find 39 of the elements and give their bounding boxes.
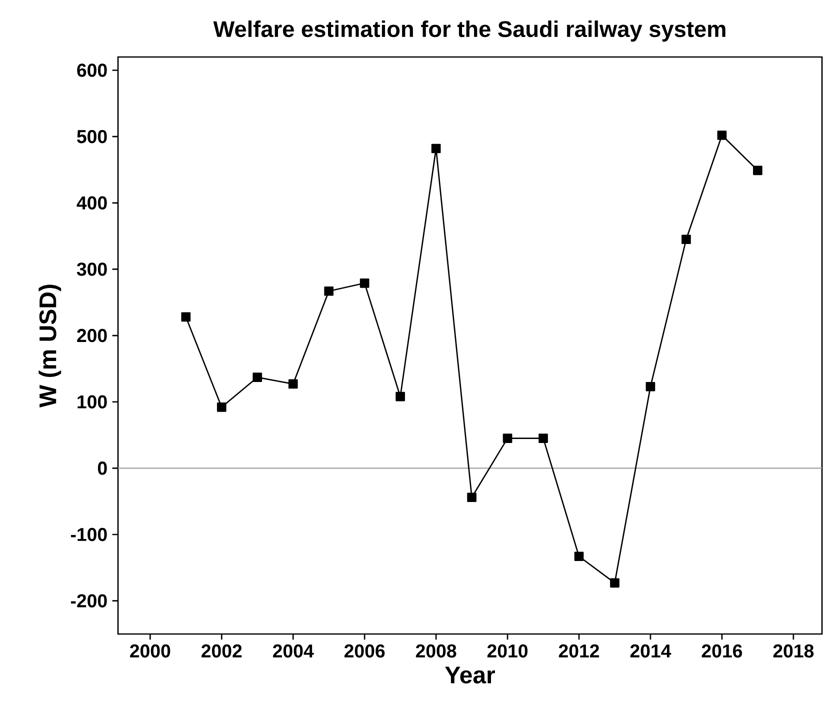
point [431,144,441,154]
y-tick-label: 300 [76,262,107,276]
y-tick-label: 100 [78,395,107,408]
point [682,234,691,244]
point [288,379,298,389]
x-tick-label: 2002 [202,644,242,658]
point [216,402,226,412]
y-tick-label: 400 [76,196,107,210]
y-tick-label: -200 [70,594,107,608]
point [610,578,620,588]
point [717,130,727,140]
y-tick-label: 200 [77,328,107,342]
x-tick-label: 2006 [344,644,385,658]
x-tick-label: 2010 [487,644,528,658]
point [396,392,405,402]
y-tick-label: -100 [70,528,107,542]
point [324,286,334,296]
point [467,492,476,502]
point [181,312,191,322]
x-axis-title: Year [445,666,495,684]
point [646,382,656,392]
chart-title: Welfare estimation for the Saudi railway system [213,20,726,42]
x-tick-label: 2016 [702,644,742,658]
point [538,434,548,444]
point [252,372,262,382]
y-tick-label: 0 [98,462,107,475]
x-tick-label: 2018 [773,644,814,658]
point [360,278,370,288]
y-axis-title: W (m USD) [38,284,62,408]
x-tick-label: 2008 [416,644,456,658]
y-tick-label: 500 [77,130,107,144]
point [502,434,512,444]
x-tick-label: 2012 [558,644,600,658]
x-tick-label: 2000 [130,644,170,658]
y-tick-label: 600 [77,64,107,77]
point [753,166,762,176]
x-tick-label: 2014 [630,644,672,658]
x-tick-label: 2004 [272,644,314,658]
point [574,552,584,562]
